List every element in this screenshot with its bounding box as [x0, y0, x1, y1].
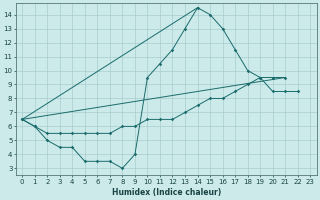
X-axis label: Humidex (Indice chaleur): Humidex (Indice chaleur): [112, 188, 221, 197]
